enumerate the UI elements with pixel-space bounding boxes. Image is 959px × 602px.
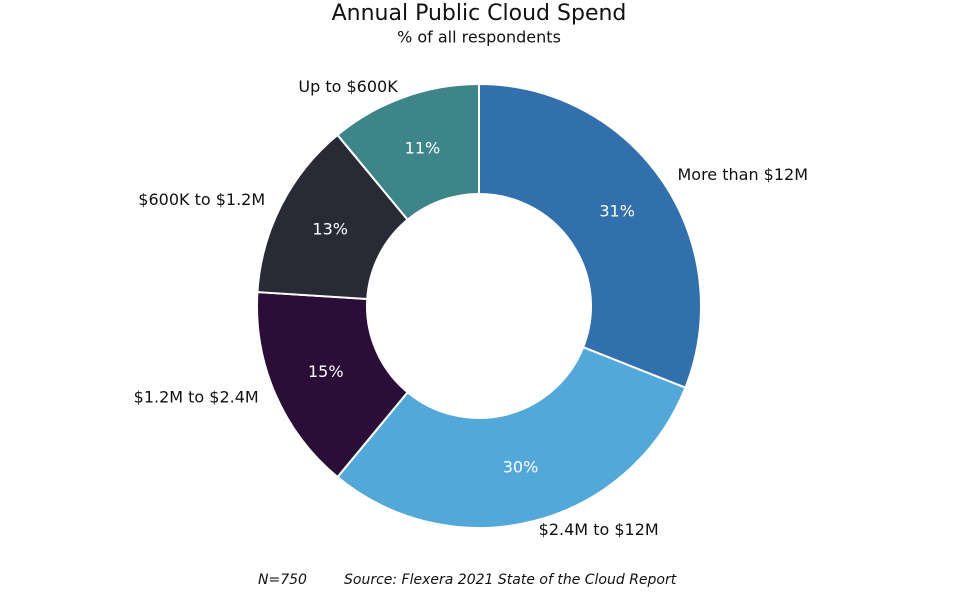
category-label: $600K to $1.2M bbox=[138, 190, 265, 209]
donut-slice bbox=[336, 345, 687, 529]
data-label: 30% bbox=[503, 457, 539, 476]
data-label: 13% bbox=[312, 220, 348, 239]
data-label: 11% bbox=[405, 138, 441, 157]
category-label: More than $12M bbox=[677, 165, 808, 184]
category-label: $1.2M to $2.4M bbox=[134, 388, 259, 407]
category-label: $2.4M to $12M bbox=[539, 520, 659, 539]
chart-title: Annual Public Cloud Spend bbox=[332, 1, 627, 26]
category-label: Up to $600K bbox=[298, 77, 398, 96]
donut-slice bbox=[478, 82, 702, 390]
donut-slice bbox=[336, 82, 480, 222]
chart-subtitle: % of all respondents bbox=[397, 28, 561, 47]
donut-slice bbox=[256, 291, 410, 479]
footnote: N=750 bbox=[258, 572, 307, 588]
data-label: 31% bbox=[599, 202, 635, 221]
footnote: Source: Flexera 2021 State of the Cloud … bbox=[344, 572, 677, 588]
data-label: 15% bbox=[308, 362, 344, 381]
